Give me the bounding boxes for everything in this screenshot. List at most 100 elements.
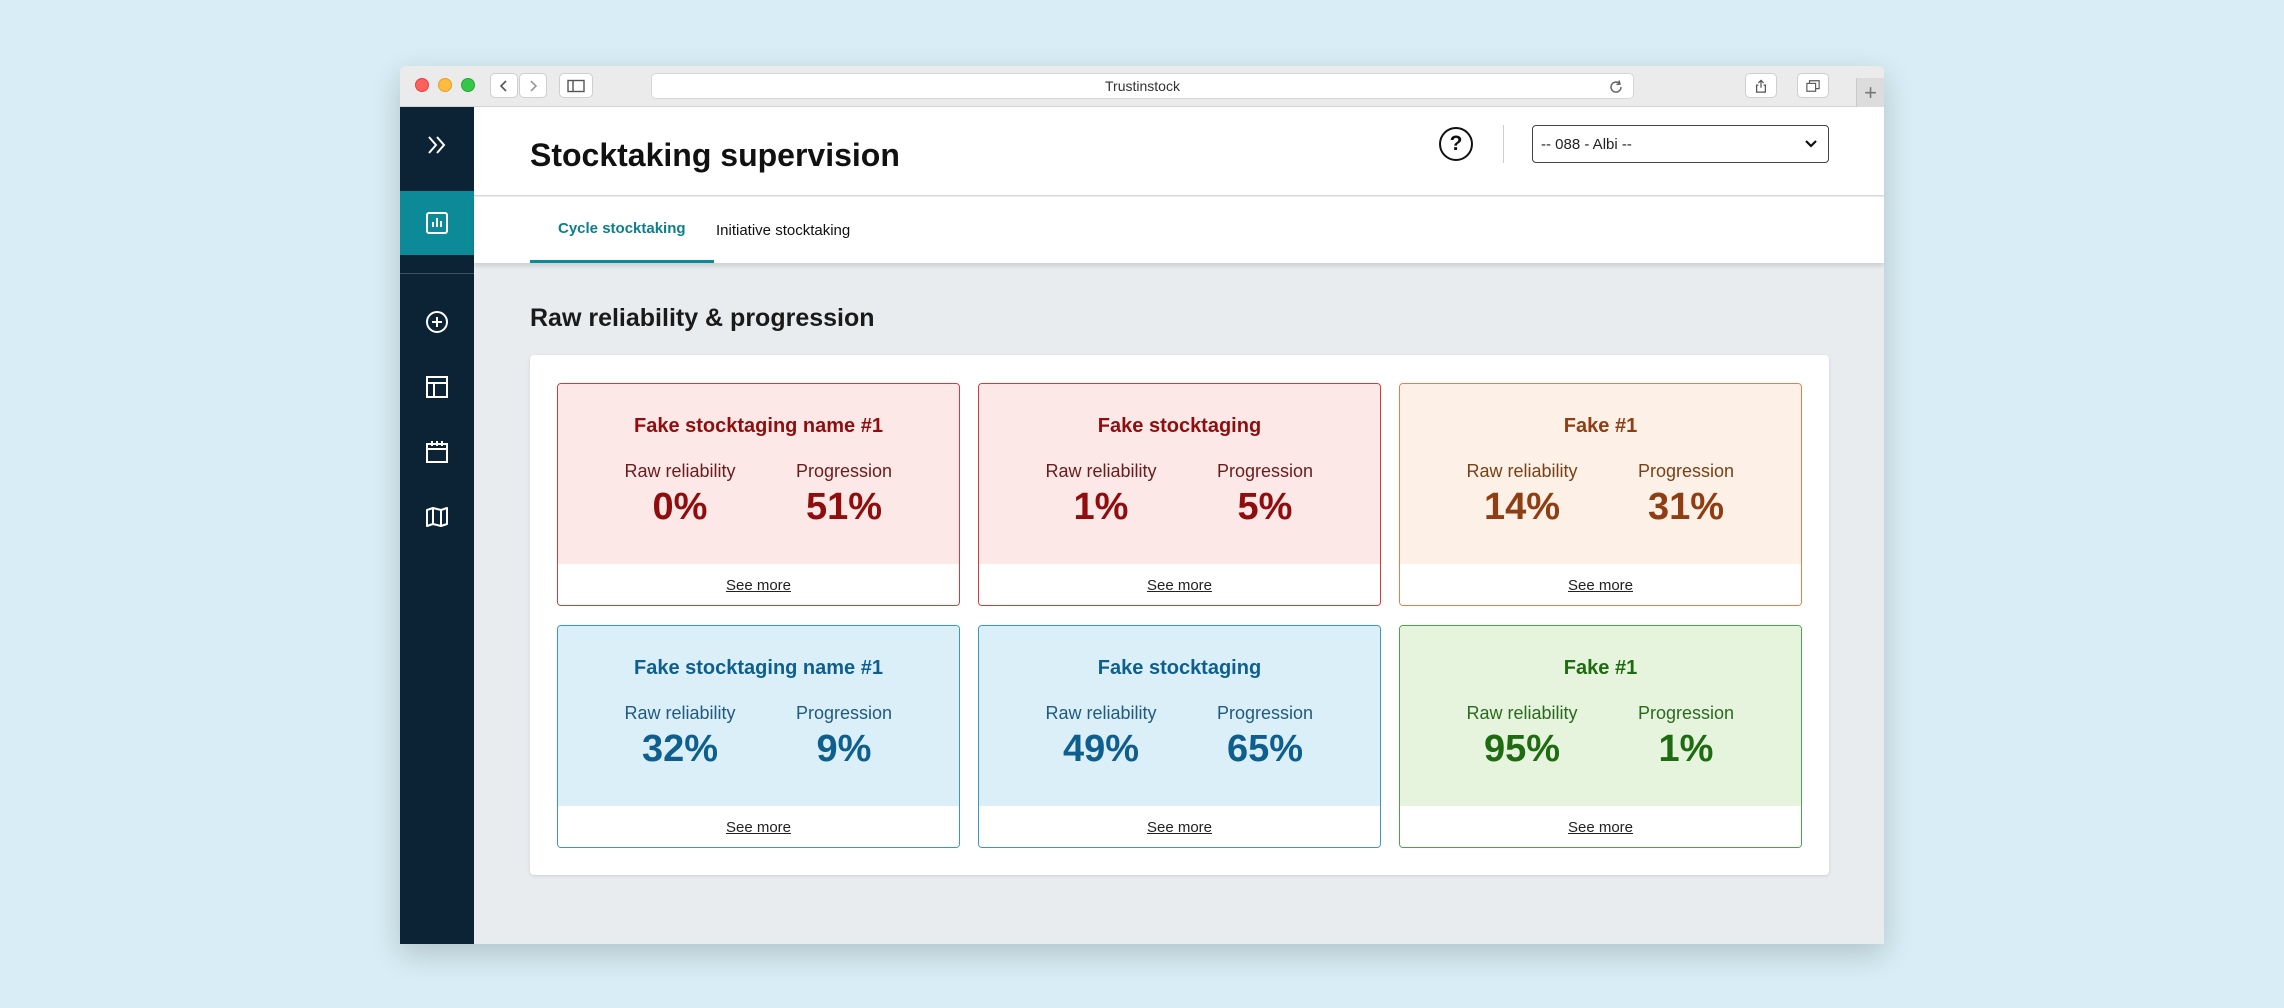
stocktaking-card: Fake #1 Raw reliability 95% Progression … [1399, 625, 1802, 848]
page-header: Stocktaking supervision ? -- 088 - Albi … [474, 107, 1884, 196]
metric-label: Progression [1216, 703, 1314, 723]
forward-button[interactable] [519, 73, 547, 98]
help-icon[interactable]: ? [1439, 127, 1473, 161]
card-footer: See more [1400, 806, 1801, 847]
sidebar-expand[interactable] [400, 113, 474, 177]
card-body: Fake stocktaging name #1 Raw reliability… [558, 384, 959, 564]
card-footer: See more [558, 806, 959, 847]
stocktaking-card: Fake stocktaging Raw reliability 1% Prog… [978, 383, 1381, 606]
calendar-icon [426, 441, 448, 463]
raw-reliability-metric: Raw reliability 49% [1026, 703, 1176, 771]
header-divider [1503, 125, 1504, 163]
tabs-overview-button[interactable] [1797, 73, 1829, 98]
new-tab-button[interactable]: + [1856, 78, 1884, 107]
sidebar-item-layout[interactable] [400, 355, 474, 419]
card-title: Fake stocktaging name #1 [634, 657, 883, 679]
browser-titlebar: Trustinstock + [400, 66, 1884, 107]
stocktaking-card: Fake stocktaging name #1 Raw reliability… [557, 625, 960, 848]
main-content: Stocktaking supervision ? -- 088 - Albi … [474, 107, 1884, 944]
metric-label: Raw reliability [1466, 703, 1578, 723]
card-body: Fake stocktaging Raw reliability 49% Pro… [979, 626, 1380, 806]
see-more-link[interactable]: See more [1146, 577, 1213, 594]
metric-label: Raw reliability [624, 703, 736, 723]
sidebar-item-dashboard[interactable] [400, 191, 474, 255]
sidebar-divider [400, 273, 474, 274]
store-select[interactable]: -- 088 - Albi -- [1532, 125, 1829, 163]
see-more-link[interactable]: See more [1146, 819, 1213, 836]
chevron-right-icon [530, 79, 538, 92]
sidebar-toggle-icon [567, 79, 585, 92]
card-footer: See more [1400, 564, 1801, 605]
address-bar[interactable]: Trustinstock [651, 73, 1634, 99]
metric-value: 1% [1073, 486, 1129, 528]
metric-label: Raw reliability [1045, 703, 1157, 723]
metric-label: Progression [1216, 461, 1314, 481]
card-footer: See more [979, 806, 1380, 847]
card-body: Fake stocktaging name #1 Raw reliability… [558, 626, 959, 806]
metric-value: 0% [652, 486, 708, 528]
book-icon [426, 507, 448, 527]
metric-label: Raw reliability [1045, 461, 1157, 481]
metric-value: 65% [1226, 728, 1304, 770]
metric-value: 14% [1483, 486, 1561, 528]
card-body: Fake #1 Raw reliability 14% Progression … [1400, 384, 1801, 564]
plus-circle-icon [426, 311, 448, 333]
progression-metric: Progression 1% [1611, 703, 1761, 771]
help-icon-glyph: ? [1449, 132, 1463, 155]
back-button[interactable] [490, 73, 518, 98]
sidebar-toggle-button[interactable] [559, 73, 593, 98]
progression-metric: Progression 65% [1190, 703, 1340, 771]
metric-value: 51% [805, 486, 883, 528]
raw-reliability-metric: Raw reliability 1% [1026, 461, 1176, 529]
tabs-overview-icon [1806, 79, 1820, 92]
metric-value: 32% [641, 728, 719, 770]
sidebar-item-create[interactable] [400, 290, 474, 354]
card-body: Fake stocktaging Raw reliability 1% Prog… [979, 384, 1380, 564]
sidebar-item-docs[interactable] [400, 485, 474, 549]
reload-icon[interactable] [1608, 79, 1624, 95]
share-icon [1756, 78, 1766, 93]
stocktaking-card: Fake stocktaging Raw reliability 49% Pro… [978, 625, 1381, 848]
table-layout-icon [426, 376, 448, 398]
progression-metric: Progression 51% [769, 461, 919, 529]
card-footer: See more [979, 564, 1380, 605]
raw-reliability-metric: Raw reliability 95% [1447, 703, 1597, 771]
see-more-link[interactable]: See more [725, 577, 792, 594]
close-window-button[interactable] [415, 78, 429, 92]
tab-cycle-stocktaking[interactable]: Cycle stocktaking [530, 197, 714, 263]
card-title: Fake stocktaging [1097, 657, 1262, 679]
metric-value: 95% [1483, 728, 1561, 770]
maximize-window-button[interactable] [461, 78, 475, 92]
card-body: Fake #1 Raw reliability 95% Progression … [1400, 626, 1801, 806]
share-button[interactable] [1745, 73, 1777, 98]
progression-metric: Progression 5% [1190, 461, 1340, 529]
sidebar [400, 107, 474, 944]
store-select-value: -- 088 - Albi -- [1541, 135, 1632, 153]
see-more-link[interactable]: See more [725, 819, 792, 836]
minimize-window-button[interactable] [438, 78, 452, 92]
see-more-link[interactable]: See more [1567, 819, 1634, 836]
tab-bar: Cycle stocktaking Initiative stocktaking [474, 197, 1884, 263]
browser-window: Trustinstock + Sto [400, 66, 1884, 944]
address-bar-text: Trustinstock [1105, 78, 1180, 94]
metric-label: Raw reliability [1466, 461, 1578, 481]
new-tab-label: + [1864, 79, 1877, 105]
raw-reliability-metric: Raw reliability 0% [605, 461, 755, 529]
metric-label: Raw reliability [624, 461, 736, 481]
metric-value: 9% [816, 728, 872, 770]
section-title: Raw reliability & progression [530, 304, 875, 332]
metric-label: Progression [795, 461, 893, 481]
metric-label: Progression [1637, 461, 1735, 481]
metric-label: Progression [795, 703, 893, 723]
tab-initiative-stocktaking[interactable]: Initiative stocktaking [716, 221, 851, 239]
metric-value: 31% [1647, 486, 1725, 528]
card-title: Fake stocktaging [1097, 415, 1262, 437]
see-more-link[interactable]: See more [1567, 577, 1634, 594]
metric-value: 1% [1658, 728, 1714, 770]
chevron-down-icon [1805, 140, 1817, 148]
card-title: Fake stocktaging name #1 [634, 415, 883, 437]
stocktaking-card: Fake stocktaging name #1 Raw reliability… [557, 383, 960, 606]
sidebar-item-calendar[interactable] [400, 420, 474, 484]
page-title: Stocktaking supervision [530, 137, 900, 173]
progression-metric: Progression 31% [1611, 461, 1761, 529]
